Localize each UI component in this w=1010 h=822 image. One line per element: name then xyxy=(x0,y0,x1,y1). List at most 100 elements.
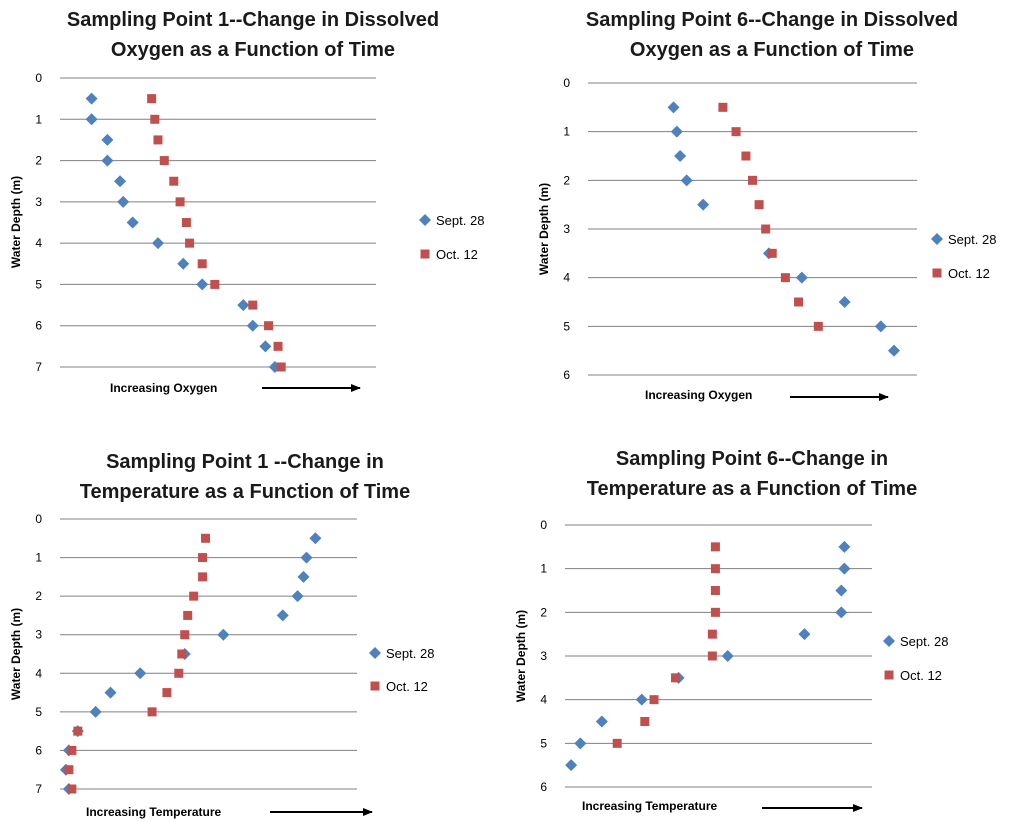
y-tick-label: 1 xyxy=(35,551,42,565)
data-point xyxy=(754,200,764,210)
data-point xyxy=(640,717,650,726)
y-tick-label: 4 xyxy=(35,236,42,250)
data-point xyxy=(217,628,230,641)
y-tick-label: 4 xyxy=(35,666,42,680)
data-point xyxy=(117,195,130,208)
data-point xyxy=(731,127,741,137)
data-point xyxy=(707,629,717,639)
y-tick-label: 2 xyxy=(540,605,547,619)
data-point xyxy=(813,321,823,331)
y-tick-label: 5 xyxy=(563,319,570,333)
y-tick-label: 7 xyxy=(35,360,42,374)
data-point xyxy=(246,319,259,332)
y-tick-label: 2 xyxy=(35,589,42,603)
x-axis-title: Increasing Oxygen xyxy=(110,381,217,395)
data-point xyxy=(189,591,199,601)
data-point xyxy=(85,113,98,126)
data-point xyxy=(134,667,147,680)
data-point xyxy=(748,175,757,185)
y-tick-label: 3 xyxy=(563,222,570,236)
legend-square-icon xyxy=(932,268,942,278)
data-point xyxy=(276,609,289,622)
y-axis-title: Water Depth (m) xyxy=(9,608,23,700)
y-tick-label: 6 xyxy=(540,780,547,794)
y-tick-label: 2 xyxy=(563,173,570,187)
data-point xyxy=(612,738,622,748)
data-point xyxy=(835,606,848,619)
legend-label: Oct. 12 xyxy=(436,247,478,262)
legend-item: Sept. 28 xyxy=(419,213,484,228)
chart-title-line-2: Temperature as a Function of Time xyxy=(80,481,410,503)
data-point xyxy=(126,216,139,229)
y-axis-title: Water Depth (m) xyxy=(514,610,528,702)
y-tick-label: 5 xyxy=(35,277,42,291)
data-point xyxy=(248,300,258,310)
chart-title-line-1: Sampling Point 6--Change in Dissolved xyxy=(586,9,958,31)
series-oct-12 xyxy=(147,94,286,372)
data-point xyxy=(276,362,286,372)
data-point xyxy=(741,151,751,161)
y-tick-label: 3 xyxy=(540,649,547,663)
y-tick-label: 0 xyxy=(35,512,42,526)
legend-square-icon xyxy=(420,249,430,259)
series-oct-12 xyxy=(612,542,720,748)
data-point xyxy=(680,174,693,187)
legend-item: Oct. 12 xyxy=(370,679,428,694)
data-point xyxy=(874,320,887,333)
data-point xyxy=(169,176,179,186)
data-point xyxy=(180,630,190,640)
data-point xyxy=(237,299,250,312)
y-tick-label: 6 xyxy=(563,368,570,382)
y-tick-label: 0 xyxy=(540,518,547,532)
data-point xyxy=(104,686,117,699)
series-sept-28 xyxy=(59,532,322,795)
legend-label: Oct. 12 xyxy=(948,266,990,281)
legend-item: Oct. 12 xyxy=(884,668,942,683)
data-point xyxy=(73,726,83,736)
data-point xyxy=(151,237,164,250)
data-point xyxy=(198,553,208,563)
series-sept-28 xyxy=(85,92,281,373)
data-point xyxy=(718,102,728,112)
legend-square-icon xyxy=(370,681,380,691)
data-point xyxy=(64,765,74,775)
data-point xyxy=(197,259,207,269)
y-tick-label: 0 xyxy=(35,71,42,85)
y-tick-label: 5 xyxy=(540,736,547,750)
legend-label: Oct. 12 xyxy=(386,679,428,694)
data-point xyxy=(710,564,720,574)
x-axis-title: Increasing Temperature xyxy=(582,799,717,813)
y-tick-label: 3 xyxy=(35,628,42,642)
y-axis-title: Water Depth (m) xyxy=(537,183,551,275)
legend-diamond-icon xyxy=(931,233,943,245)
data-point xyxy=(114,175,127,188)
data-point xyxy=(635,693,648,706)
data-point xyxy=(89,705,102,718)
data-point xyxy=(710,607,720,617)
data-point xyxy=(838,296,851,308)
data-point xyxy=(185,238,195,248)
data-point xyxy=(574,737,587,750)
data-point xyxy=(177,649,187,659)
chart-title-line-1: Sampling Point 1 --Change in xyxy=(106,451,384,473)
legend-item: Sept. 28 xyxy=(931,232,996,247)
data-point xyxy=(196,278,209,291)
legend-item: Oct. 12 xyxy=(420,247,478,262)
data-point xyxy=(838,562,851,575)
y-tick-label: 1 xyxy=(563,125,570,139)
chart-panel-1: Sampling Point 1--Change in Dissolved Oxy… xyxy=(9,9,484,395)
legend-diamond-icon xyxy=(369,647,381,659)
chart-title-line-1: Sampling Point 1--Change in Dissolved xyxy=(67,9,439,31)
data-point xyxy=(671,673,681,683)
x-axis-title: Increasing Temperature xyxy=(86,805,221,819)
chart-panel-2: Sampling Point 6--Change in Dissolved Oxy… xyxy=(537,9,996,402)
y-axis-title: Water Depth (m) xyxy=(9,176,23,268)
data-point xyxy=(794,297,804,307)
data-point xyxy=(291,590,304,603)
series-sept-28 xyxy=(565,540,851,772)
legend-label: Sept. 28 xyxy=(436,213,484,228)
data-point xyxy=(162,688,172,698)
data-point xyxy=(887,344,900,357)
data-point xyxy=(177,257,190,270)
y-tick-label: 1 xyxy=(35,112,42,126)
